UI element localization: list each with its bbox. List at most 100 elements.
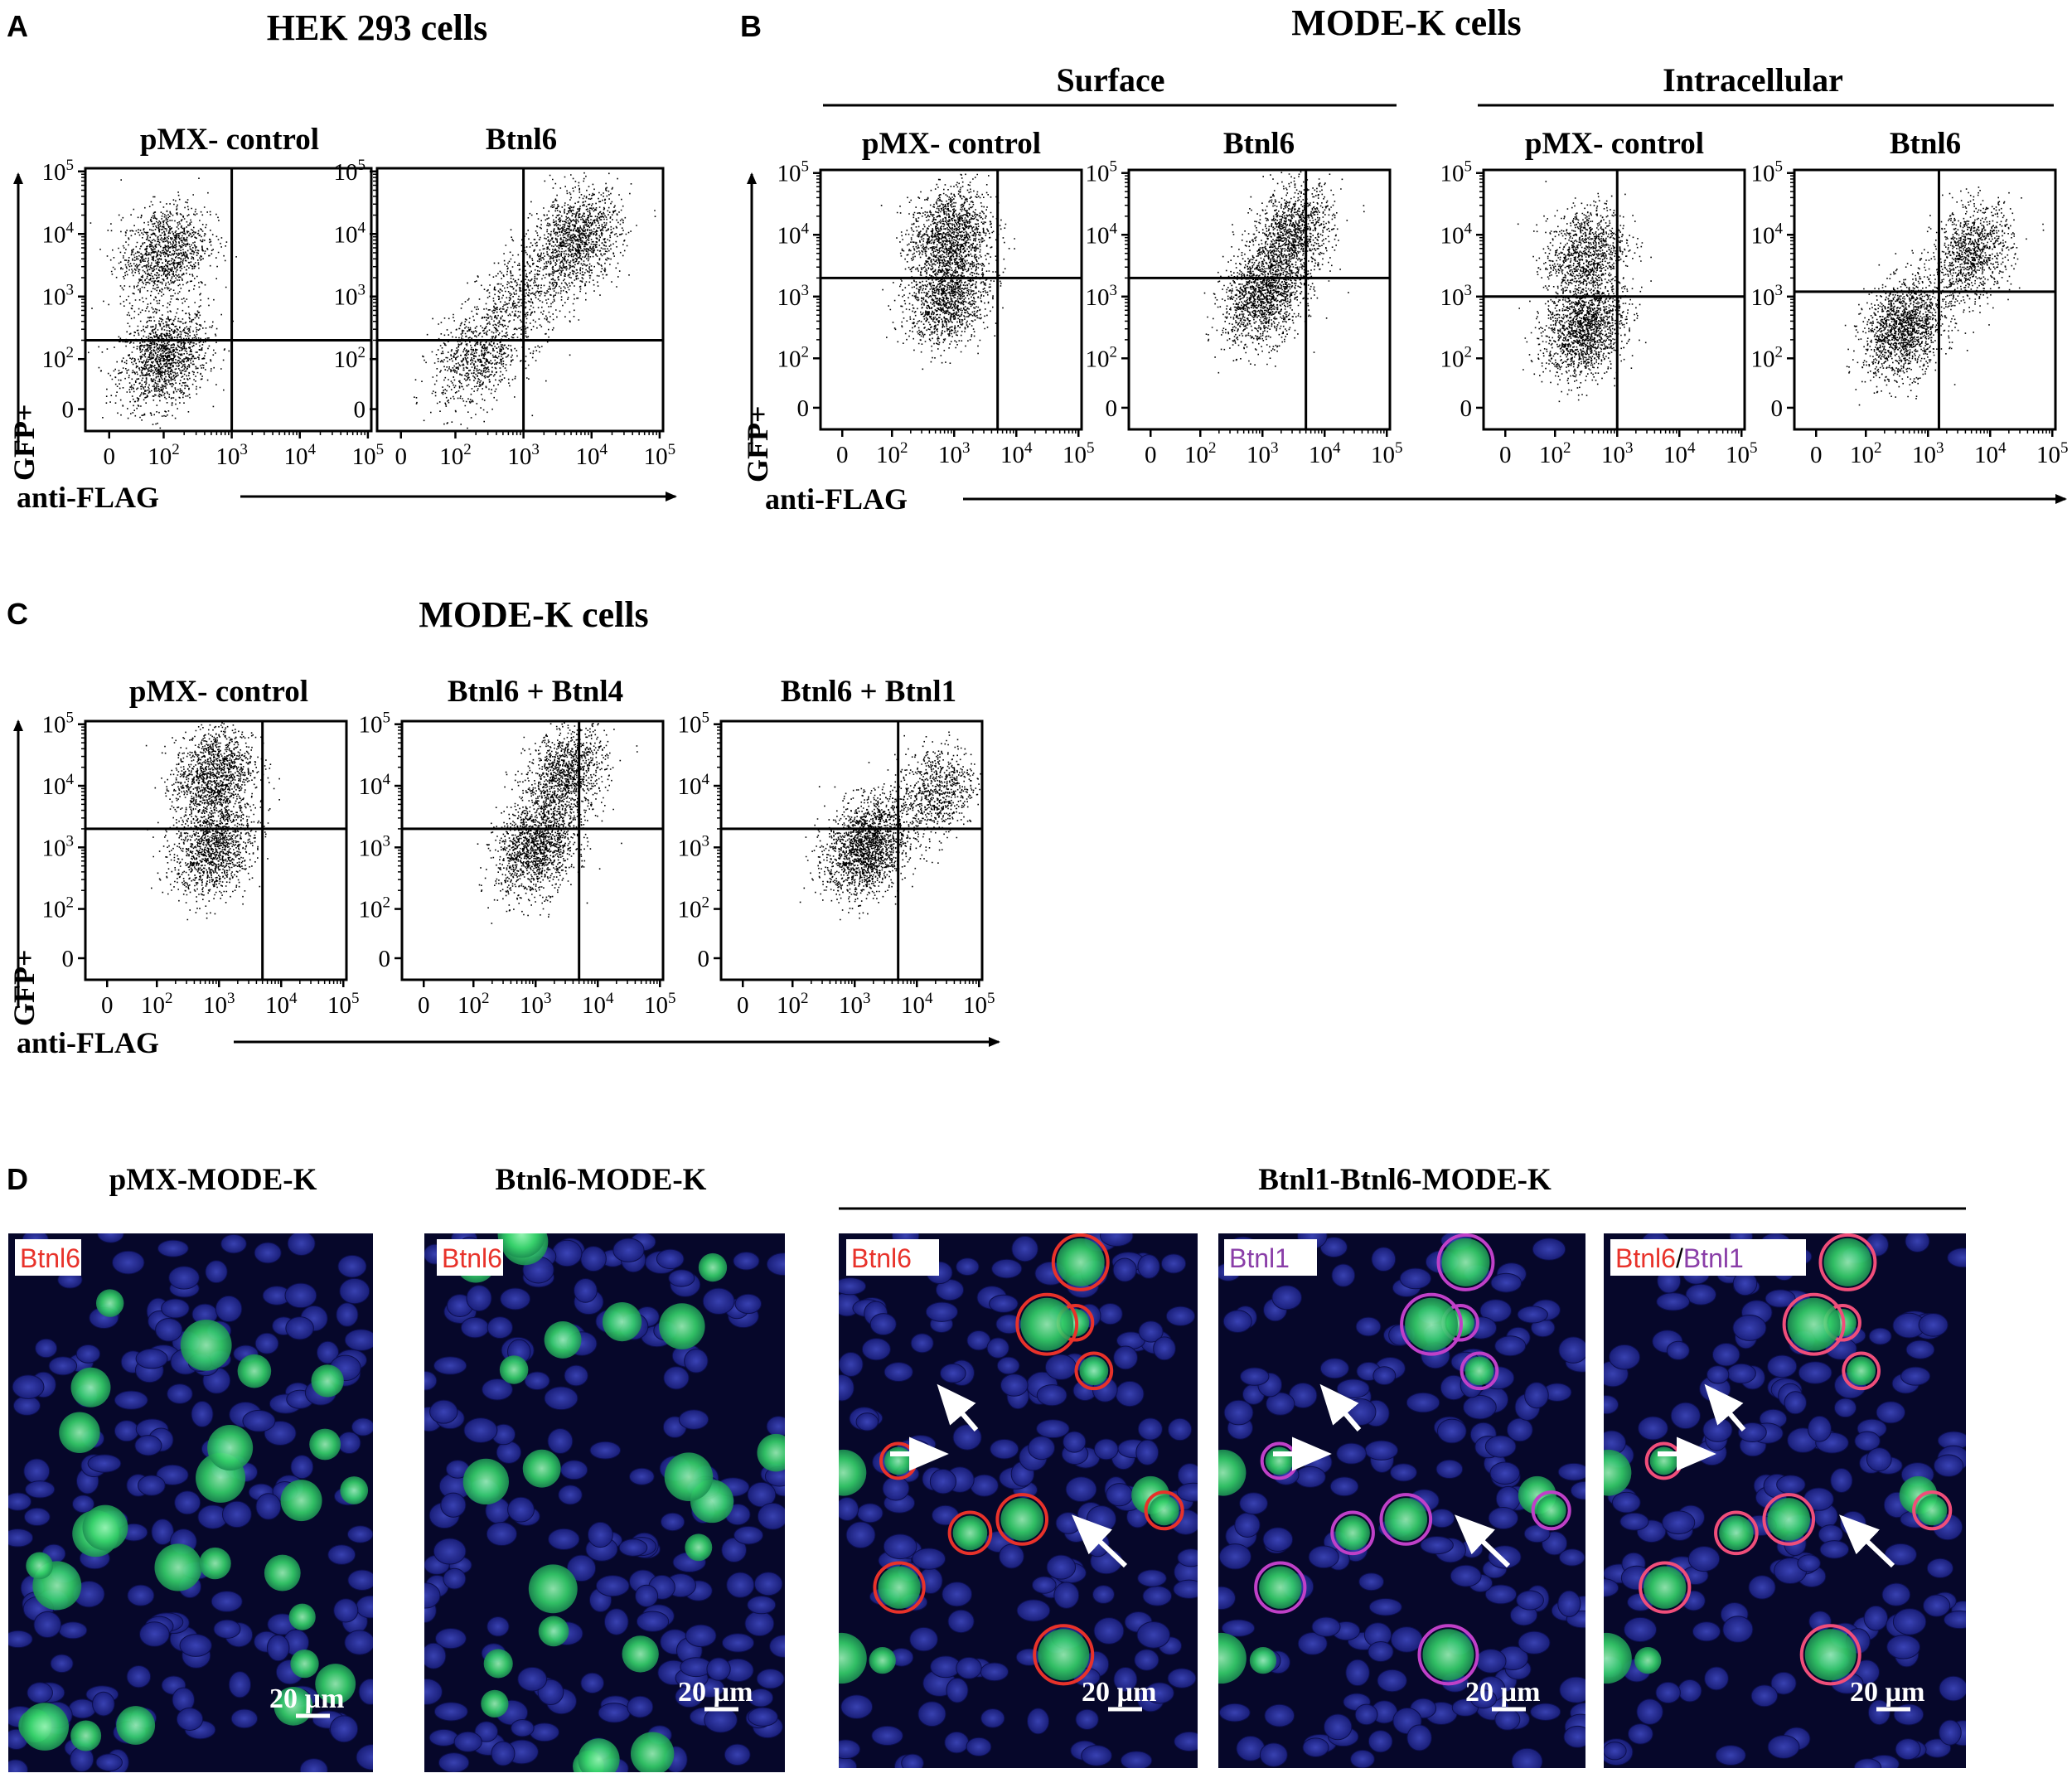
y-tick-label: 104 [777, 220, 810, 249]
gfp-cell [757, 1433, 785, 1472]
nucleus [112, 1250, 145, 1275]
y-tick-label: 105 [1751, 158, 1784, 187]
nucleus [1490, 1272, 1523, 1293]
nucleus [1702, 1417, 1733, 1442]
nucleus [909, 1626, 938, 1652]
x-tick-label: 102 [1184, 439, 1217, 468]
gfp-cell [499, 1355, 529, 1384]
nucleus [1737, 1422, 1767, 1443]
nucleus [1358, 1572, 1385, 1591]
nucleus [487, 1616, 510, 1637]
y-tick-label: 105 [678, 710, 710, 739]
nucleus [1900, 1366, 1931, 1386]
group-label-surface: Surface [1056, 61, 1164, 99]
nucleus [636, 1611, 670, 1632]
plot-title: pMX- control [129, 675, 308, 709]
plot-title: Btnl6 [1890, 127, 1961, 161]
y-tick-label: 0 [698, 946, 710, 972]
nucleus [347, 1569, 373, 1591]
gfp-cell [207, 1425, 254, 1471]
plot-title: pMX- control [140, 123, 319, 157]
nucleus [1685, 1283, 1716, 1306]
nucleus [1619, 1512, 1649, 1531]
nucleus [1173, 1579, 1198, 1599]
nucleus [980, 1662, 1009, 1682]
tag-btnl6-btnl1: Btnl6/Btnl1 [1615, 1243, 1744, 1273]
flow-plot: 00 102 102 103 103 104 104 105 105 [1751, 158, 2069, 468]
nucleus [757, 1502, 785, 1530]
nucleus [327, 1544, 356, 1565]
y-tick-label: 0 [1106, 395, 1118, 422]
nucleus [428, 1728, 459, 1747]
label-box [846, 1239, 939, 1276]
nucleus [1218, 1703, 1251, 1722]
nucleus [944, 1731, 970, 1754]
nucleus [1113, 1667, 1138, 1693]
nucleus [168, 1266, 200, 1290]
nucleus [618, 1538, 648, 1557]
nucleus [8, 1630, 33, 1649]
y-tick-label: 103 [334, 282, 366, 311]
plot-title: Btnl6 + Btnl4 [448, 675, 623, 709]
scale-bar-label: 20 µm [1465, 1677, 1540, 1708]
plot-frame [1793, 168, 2057, 431]
nucleus [491, 1741, 516, 1766]
gfp-cell [839, 1632, 867, 1684]
arrows [890, 1383, 1895, 1568]
nucleus [254, 1242, 282, 1264]
x-tick-label: 102 [1850, 439, 1882, 468]
nucleus [839, 1756, 858, 1768]
nucleus [95, 1753, 123, 1771]
x-tick-label: 0 [1499, 442, 1512, 468]
nucleus [33, 1611, 62, 1639]
nucleus [1530, 1703, 1561, 1721]
x-tick-label: 0 [1145, 442, 1157, 468]
tag-btnl6: Btnl6 [851, 1243, 912, 1273]
data-points [1844, 187, 2045, 406]
nucleus [1112, 1257, 1137, 1282]
tag-btnl1: Btnl1 [1229, 1243, 1290, 1273]
nucleus [1319, 1358, 1349, 1379]
scale-bar-label: 20 µm [1850, 1677, 1924, 1708]
nucleus [135, 1348, 168, 1369]
x-tick-label: 0 [104, 443, 116, 470]
nucleus [627, 1695, 654, 1718]
gfp-cell [237, 1354, 272, 1388]
gfp-cell [1804, 1629, 1857, 1681]
gfp-cell [340, 1476, 369, 1504]
gfp-cell [1335, 1515, 1370, 1551]
nucleus [1939, 1675, 1966, 1702]
nucleus [344, 1630, 373, 1655]
gfp-cell [497, 1233, 546, 1258]
arrow [1319, 1383, 1362, 1432]
gfp-cell [522, 1449, 561, 1488]
nucleus [1655, 1681, 1681, 1704]
gfp-cell [70, 1720, 102, 1751]
nucleus [884, 1362, 913, 1383]
nucleus [1106, 1483, 1134, 1507]
nucleus [1137, 1569, 1167, 1587]
nucleus [466, 1285, 492, 1312]
nucleus [1638, 1416, 1668, 1441]
gfp-cell [311, 1364, 344, 1398]
y-tick-label: 102 [678, 894, 710, 923]
membrane-stain [947, 1510, 993, 1556]
nucleus [316, 1340, 340, 1364]
nucleus [1377, 1669, 1407, 1693]
y-tick-label: 104 [42, 219, 75, 248]
nucleus [966, 1737, 992, 1757]
x-tick-label: 103 [839, 990, 871, 1019]
nucleus [1518, 1630, 1551, 1654]
x-tick-label: 102 [777, 990, 809, 1019]
nucleus [48, 1356, 78, 1376]
nucleus [8, 1492, 32, 1511]
nucleus [566, 1554, 597, 1582]
data-points [880, 173, 1015, 371]
plot-title: Btnl6 [1223, 127, 1295, 161]
nucleus [1160, 1253, 1187, 1274]
nucleus [734, 1293, 762, 1315]
gfp-cell [1218, 1449, 1247, 1496]
nucleus [1436, 1418, 1467, 1444]
image-title: Btnl6-MODE-K [496, 1163, 707, 1197]
nucleus [1324, 1713, 1353, 1741]
